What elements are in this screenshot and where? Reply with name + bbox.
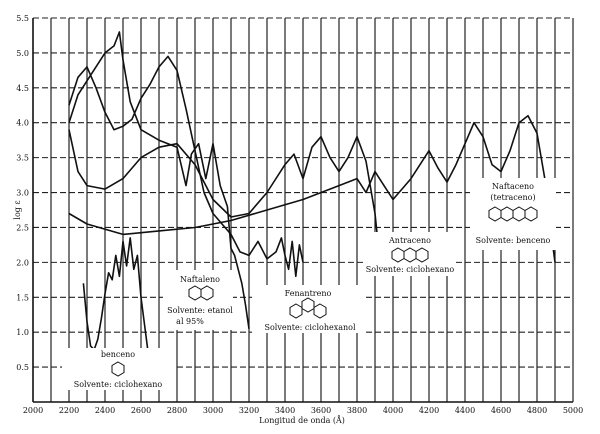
- naphthalene-rings-icon: [188, 285, 214, 301]
- y-axis-title: log ε: [13, 200, 22, 219]
- series-line-benceno: [82, 237, 153, 375]
- x-tick-label: 2800: [167, 406, 187, 415]
- y-tick-label: 3.5: [16, 154, 29, 163]
- x-tick-label: 3800: [347, 406, 367, 415]
- y-tick-label: 0.5: [16, 363, 29, 372]
- label-antraceno-solvent: Solvente: ciclohexano: [366, 265, 455, 274]
- label-naftaceno-solvent: Solvente: benceno: [476, 236, 551, 245]
- axes: [32, 18, 573, 403]
- spectra-curves: [68, 31, 556, 375]
- y-tick-label: 2.0: [16, 258, 29, 267]
- label-antraceno-title: Antraceno: [388, 236, 431, 245]
- benzene-ring-icon: [111, 361, 125, 377]
- x-tick-label: 2600: [131, 406, 151, 415]
- x-tick-label: 4400: [455, 406, 475, 415]
- x-tick-label: 3600: [311, 406, 331, 415]
- label-benceno-title: benceno: [101, 350, 135, 359]
- annotation-naftaceno: Naftaceno (tetraceno) Solvente: benceno: [470, 178, 556, 250]
- x-tick-label: 2400: [95, 406, 115, 415]
- tetracene-rings-icon: [488, 206, 538, 222]
- label-naftaceno-title-1: Naftaceno: [492, 182, 534, 191]
- annotation-naftaleno: Naftaleno Solvente: etanol al 95%: [163, 270, 233, 330]
- series-line-fenantreno: [68, 55, 304, 278]
- y-tick-label: 5.0: [16, 49, 29, 58]
- x-tick-label: 3000: [203, 406, 223, 415]
- anthracene-rings-icon: [391, 247, 429, 263]
- label-naftaleno-solvent-2: al 95%: [176, 317, 204, 326]
- x-tick-label: 4800: [527, 406, 547, 415]
- series-line-naftaceno: [68, 114, 556, 263]
- x-tick-label: 2000: [23, 406, 43, 415]
- y-tick-label: 1.5: [16, 293, 29, 302]
- x-tick-label: 4200: [419, 406, 439, 415]
- x-axis-title: Longitud de onda (Å): [259, 416, 345, 425]
- y-tick-label: 4.0: [16, 119, 29, 128]
- y-tick-label: 4.5: [16, 84, 29, 93]
- label-naftaceno-title-2: (tetraceno): [490, 193, 535, 202]
- label-fenantreno-solvent: Solvente: ciclohexanol: [264, 323, 355, 332]
- y-tick-label: 5.5: [16, 14, 29, 23]
- annotation-fenantreno: Fenantreno Solvente: ciclohexanol: [252, 285, 364, 333]
- label-naftaleno-solvent-1: Solvente: etanol: [167, 306, 233, 315]
- annotation-benceno: benceno Solvente: ciclohexano: [62, 348, 174, 390]
- y-tick-label: 2.5: [16, 223, 29, 232]
- annotation-antraceno: Antraceno Solvente: ciclohexano: [364, 232, 456, 276]
- x-tick-label: 3400: [275, 406, 295, 415]
- y-tick-label: 1.0: [16, 328, 29, 337]
- phenanthrene-rings-icon: [289, 297, 327, 319]
- tick-labels: 0.5 1.0 1.5 2.0 2.5 3.0 3.5 4.0 4.5 5.0 5.5 2000 220…: [16, 14, 583, 415]
- series-line-antraceno: [68, 129, 380, 249]
- x-tick-label: 3200: [239, 406, 259, 415]
- x-tick-label: 4000: [383, 406, 403, 415]
- y-tick-label: 3.0: [16, 189, 29, 198]
- x-tick-label: 4600: [491, 406, 511, 415]
- label-benceno-solvent: Solvente: ciclohexano: [74, 380, 163, 389]
- series-line-naftaleno: [68, 31, 250, 329]
- x-tick-label: 2200: [59, 406, 79, 415]
- label-fenantreno-title: Fenantreno: [285, 289, 332, 298]
- x-tick-label: 5000: [563, 406, 583, 415]
- label-naftaleno-title: Naftaleno: [180, 275, 220, 284]
